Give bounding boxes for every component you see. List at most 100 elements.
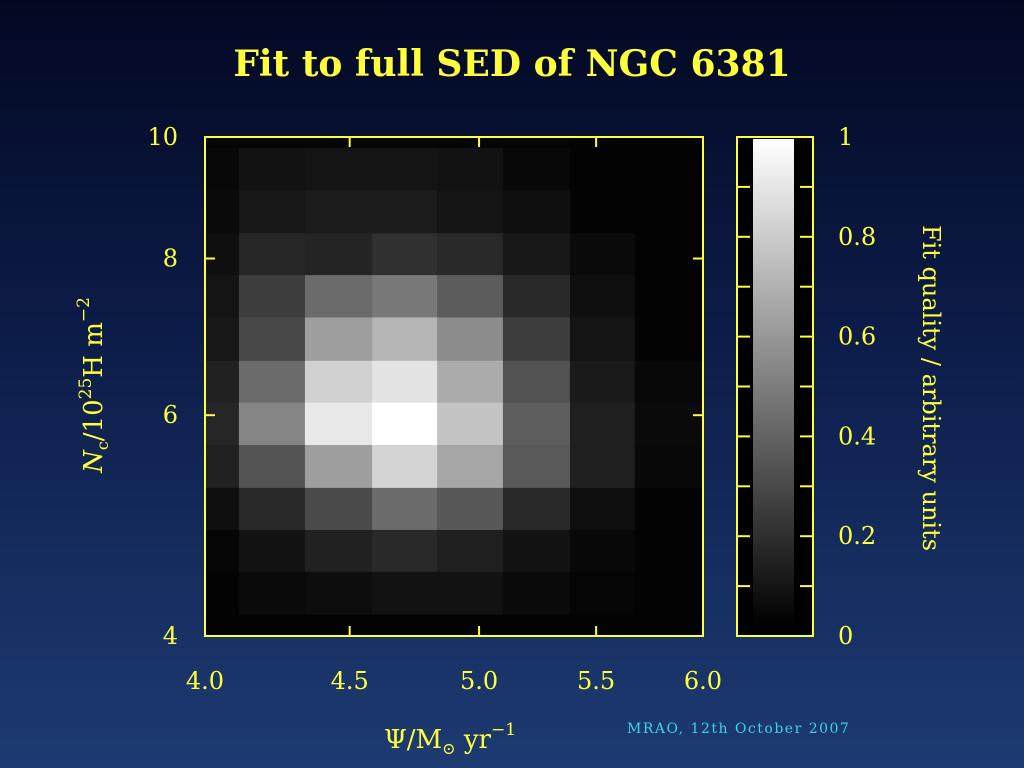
heatmap-cell — [437, 190, 504, 234]
heatmap-cell — [502, 571, 571, 616]
heatmap-cell — [372, 190, 438, 234]
colorbar-gradient — [753, 139, 794, 625]
heatmap-cell — [437, 571, 504, 616]
heatmap-cell — [634, 317, 704, 362]
heatmap-cell — [502, 233, 571, 276]
heatmap-cell — [569, 233, 636, 276]
heatmap-cell — [238, 148, 306, 191]
heatmap-cell — [205, 275, 240, 318]
heatmap-cell — [634, 614, 704, 637]
heatmap-cell — [304, 571, 373, 616]
heatmap-cell — [569, 571, 636, 616]
heatmap-cell — [372, 571, 438, 616]
heatmap-cell — [205, 360, 240, 404]
heatmap-cell — [502, 317, 571, 362]
heatmap-cell — [238, 360, 306, 404]
heatmap-cell — [569, 614, 636, 637]
heatmap-cell — [372, 360, 438, 404]
heatmap-cell — [634, 529, 704, 573]
heatmap-cell — [372, 148, 438, 191]
heatmap-cell — [634, 233, 704, 276]
heatmap-cell — [437, 529, 504, 573]
colorbar-tick-label: 0.4 — [838, 422, 876, 450]
y-tick-label: 8 — [163, 245, 178, 273]
heatmap-cell — [304, 487, 373, 531]
y-axis-label: Nc/1025H m−2 — [74, 297, 112, 474]
heatmap-cell — [569, 275, 636, 318]
heatmap-cell — [205, 571, 240, 616]
heatmap-cell — [502, 402, 571, 446]
heatmap-cell — [502, 360, 571, 404]
heatmap-cell — [437, 360, 504, 404]
heatmap-cell — [238, 275, 306, 318]
y-tick-label: 6 — [163, 401, 178, 429]
x-tick-label: 4.5 — [331, 667, 369, 695]
heatmap-cell — [437, 487, 504, 531]
x-tick-label: 6.0 — [684, 667, 722, 695]
heatmap-cell — [569, 148, 636, 191]
heatmap-cell — [437, 445, 504, 489]
heatmap-cell — [372, 137, 438, 149]
heatmap-cell — [569, 402, 636, 446]
heatmap-cell — [304, 137, 373, 149]
heatmap-cell — [238, 614, 306, 637]
heatmap-cell — [634, 445, 704, 489]
colorbar-tick-label: 1 — [838, 123, 853, 151]
colorbar-tick-label: 0.2 — [838, 522, 876, 550]
heatmap-cell — [372, 275, 438, 318]
heatmap-cell — [502, 148, 571, 191]
heatmap-cell — [569, 529, 636, 573]
axes: 4.0 4.5 5.0 5.5 6.0 10 8 6 4 — [147, 123, 722, 695]
heatmap-cell — [205, 614, 240, 637]
heatmap-cell — [238, 317, 306, 362]
heatmap-cell — [569, 190, 636, 234]
heatmap-cell — [502, 137, 571, 149]
chart-title: Fit to full SED of NGC 6381 — [233, 43, 790, 85]
x-tick-label: 5.0 — [460, 667, 498, 695]
heatmap-cell — [238, 445, 306, 489]
heatmap-cell — [205, 190, 240, 234]
heatmap-cell — [437, 148, 504, 191]
x-tick-label: 5.5 — [577, 667, 615, 695]
heatmap-cell — [502, 190, 571, 234]
heatmap-cell — [372, 445, 438, 489]
heatmap-cell — [304, 529, 373, 573]
heatmap-cell — [304, 402, 373, 446]
y-tick-label: 4 — [163, 622, 178, 650]
heatmap-cell — [205, 317, 240, 362]
heatmap-cell — [569, 137, 636, 149]
heatmap-cell — [372, 317, 438, 362]
y-tick-label: 10 — [147, 123, 178, 151]
heatmap-cell — [437, 402, 504, 446]
heatmap-cell — [238, 137, 306, 149]
colorbar-tick-label: 0.8 — [838, 223, 876, 251]
heatmap-cell — [437, 233, 504, 276]
colorbar-ticks: 1 0.8 0.6 0.4 0.2 0 — [737, 123, 876, 650]
heatmap-cell — [238, 529, 306, 573]
heatmap-cell — [437, 137, 504, 149]
heatmap-cell — [437, 275, 504, 318]
colorbar-label: Fit quality / arbitrary units — [917, 225, 945, 551]
heatmap-cell — [304, 190, 373, 234]
heatmap-cell — [437, 317, 504, 362]
heatmap-cell — [238, 233, 306, 276]
x-tick-label: 4.0 — [186, 667, 224, 695]
heatmap-cell — [569, 445, 636, 489]
heatmap-cell — [205, 487, 240, 531]
plot-frame — [204, 136, 704, 637]
footer-credit: MRAO, 12th October 2007 — [627, 721, 850, 737]
heatmap-cells — [205, 137, 704, 637]
heatmap-cell — [205, 529, 240, 573]
heatmap-cell — [304, 148, 373, 191]
heatmap-cell — [372, 402, 438, 446]
heatmap-cell — [502, 445, 571, 489]
heatmap-cell — [502, 529, 571, 573]
heatmap-cell — [502, 275, 571, 318]
heatmap-cell — [569, 360, 636, 404]
x-axis-label: Ψ/M⊙ yr−1 — [384, 720, 516, 758]
heatmap-cell — [634, 487, 704, 531]
heatmap-cell — [304, 360, 373, 404]
heatmap-cell — [502, 487, 571, 531]
heatmap-cell — [238, 571, 306, 616]
